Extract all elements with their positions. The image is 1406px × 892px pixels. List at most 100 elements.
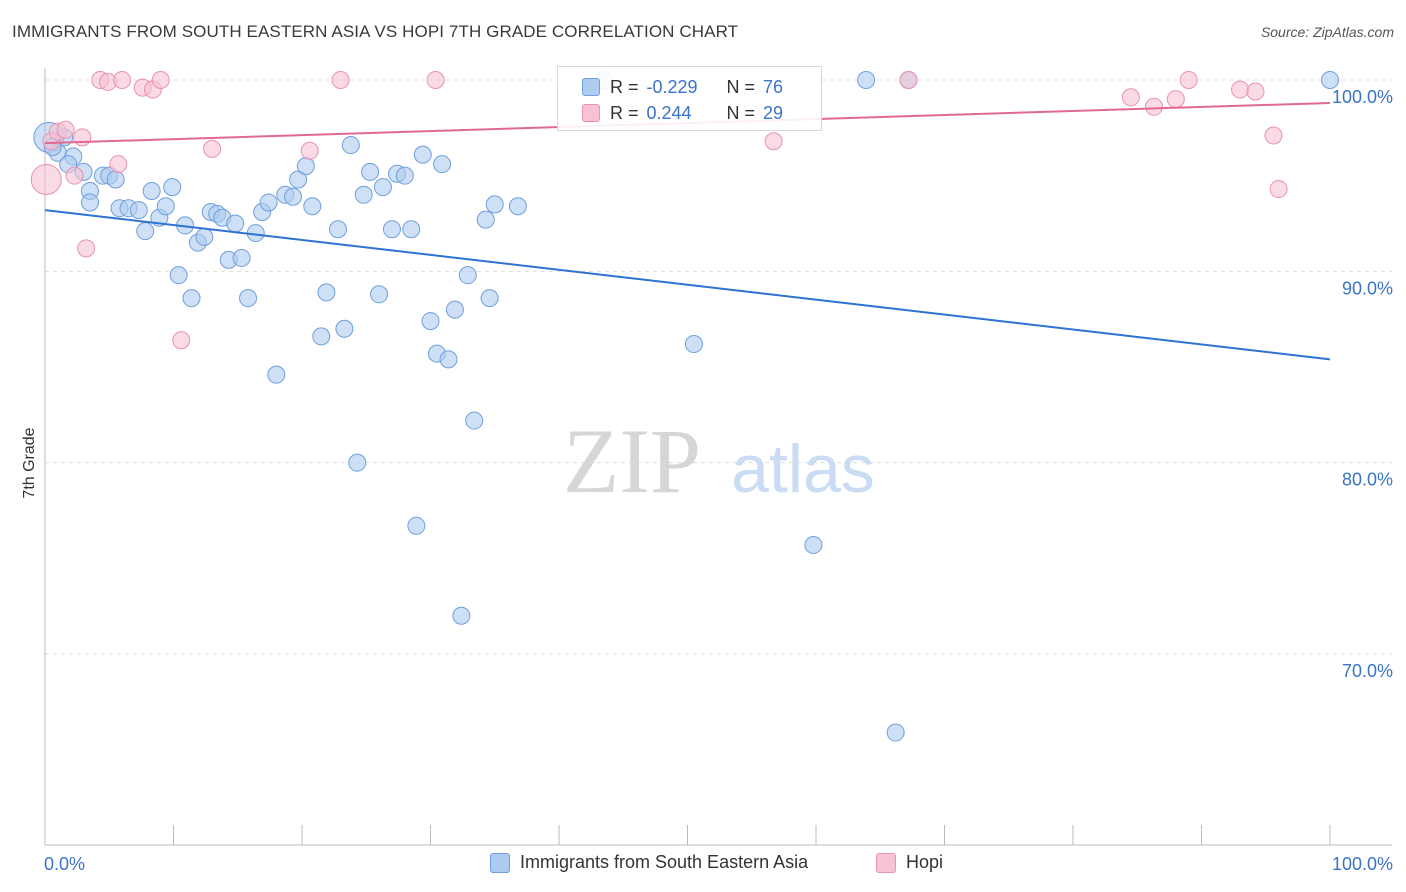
legend-swatch-pink: [582, 104, 600, 122]
hopi-point[interactable]: [764, 132, 783, 151]
legend-r-value: -0.229: [646, 76, 698, 97]
immigrants-point[interactable]: [857, 71, 876, 89]
immigrants-point[interactable]: [303, 197, 322, 216]
hopi-point[interactable]: [65, 166, 84, 185]
immigrants-point[interactable]: [284, 187, 303, 206]
hopi-point[interactable]: [109, 155, 128, 174]
series-hopi-points: [30, 71, 1288, 350]
hopi-point[interactable]: [1179, 71, 1198, 89]
hopi-point[interactable]: [30, 163, 62, 195]
hopi-point[interactable]: [300, 141, 319, 160]
y-tick-label: 90.0%: [1342, 278, 1393, 298]
legend-item-hopi[interactable]: Hopi: [876, 852, 943, 873]
series-immigrants-points: [33, 71, 1339, 742]
immigrants-point[interactable]: [169, 266, 188, 285]
immigrants-point[interactable]: [361, 162, 380, 181]
axes: [44, 68, 1392, 846]
immigrants-point[interactable]: [402, 220, 421, 239]
hopi-point[interactable]: [172, 331, 191, 350]
hopi-point[interactable]: [1231, 80, 1250, 99]
hopi-point[interactable]: [1166, 90, 1185, 109]
immigrants-point[interactable]: [508, 197, 527, 216]
immigrants-point[interactable]: [267, 365, 286, 384]
immigrants-point[interactable]: [445, 300, 464, 319]
legend-r-label: R =: [610, 76, 639, 97]
hopi-point[interactable]: [1264, 126, 1283, 145]
x-tick-label-max: 100.0%: [1332, 854, 1393, 874]
hopi-point[interactable]: [77, 239, 96, 258]
immigrants-point[interactable]: [370, 285, 389, 304]
immigrants-point[interactable]: [289, 170, 308, 189]
series-legend: Immigrants from South Eastern Asia Hopi: [0, 852, 1406, 876]
immigrants-point[interactable]: [804, 535, 823, 554]
immigrants-point[interactable]: [480, 289, 499, 308]
immigrants-point[interactable]: [129, 201, 148, 220]
immigrants-point[interactable]: [354, 185, 373, 204]
legend-item-immigrants[interactable]: Immigrants from South Eastern Asia: [490, 852, 808, 873]
source-note: Source: ZipAtlas.com: [1260, 24, 1394, 40]
immigrants-point[interactable]: [335, 319, 354, 338]
immigrants-point[interactable]: [433, 155, 452, 174]
hopi-point[interactable]: [73, 128, 92, 147]
hopi-point[interactable]: [151, 71, 170, 89]
immigrants-point[interactable]: [328, 220, 347, 239]
immigrants-point[interactable]: [1321, 71, 1339, 89]
immigrants-point[interactable]: [341, 136, 360, 155]
immigrants-point[interactable]: [317, 283, 336, 302]
immigrants-point[interactable]: [476, 210, 495, 229]
immigrants-point[interactable]: [348, 453, 367, 472]
immigrants-point[interactable]: [142, 181, 161, 200]
legend-label-hopi: Hopi: [906, 852, 944, 872]
legend-n-value: 76: [763, 76, 784, 97]
immigrants-point[interactable]: [413, 145, 432, 164]
immigrants-point[interactable]: [182, 289, 201, 308]
immigrants-point[interactable]: [382, 220, 401, 239]
legend-swatch-pink: [876, 852, 896, 873]
hopi-point[interactable]: [1246, 82, 1265, 101]
immigrants-point[interactable]: [485, 195, 504, 214]
immigrants-point[interactable]: [312, 327, 331, 346]
legend-row-hopi: R = 0.244 N = 29: [582, 101, 783, 125]
tick-labels: 70.0% 80.0% 90.0% 100.0% 0.0% 100.0%: [44, 87, 1393, 874]
gridlines: [45, 79, 1392, 655]
immigrants-point[interactable]: [458, 266, 477, 285]
immigrants-point[interactable]: [439, 350, 458, 369]
hopi-point[interactable]: [426, 71, 445, 89]
immigrants-point[interactable]: [684, 335, 703, 354]
immigrants-point[interactable]: [136, 222, 155, 241]
legend-r-label: R =: [610, 102, 639, 123]
legend-n-label: N =: [726, 76, 756, 97]
hopi-point[interactable]: [1269, 180, 1288, 199]
immigrants-point[interactable]: [886, 723, 905, 742]
hopi-point[interactable]: [1144, 97, 1163, 116]
immigrants-point[interactable]: [407, 516, 426, 535]
immigrants-point[interactable]: [239, 289, 258, 308]
immigrants-point[interactable]: [226, 214, 245, 233]
legend-n-value: 29: [763, 102, 784, 123]
y-axis-label: 7th Grade: [21, 427, 38, 498]
watermark-zip: ZIP: [563, 410, 701, 512]
immigrants-point[interactable]: [296, 157, 315, 176]
legend-swatch-blue: [582, 78, 600, 96]
immigrants-point[interactable]: [232, 248, 251, 267]
hopi-point[interactable]: [56, 120, 75, 139]
immigrants-point[interactable]: [80, 193, 99, 212]
immigrants-point[interactable]: [421, 312, 440, 331]
hopi-point[interactable]: [899, 71, 918, 89]
hopi-point[interactable]: [1121, 88, 1140, 107]
immigrants-point[interactable]: [106, 170, 125, 189]
y-tick-label: 70.0%: [1342, 661, 1393, 681]
hopi-point[interactable]: [331, 71, 350, 89]
immigrants-point[interactable]: [156, 197, 175, 216]
immigrants-point[interactable]: [452, 606, 471, 625]
hopi-point[interactable]: [113, 71, 132, 89]
immigrants-point[interactable]: [373, 178, 392, 197]
watermark-atlas: atlas: [731, 431, 875, 507]
immigrants-point[interactable]: [465, 411, 484, 430]
immigrants-point[interactable]: [395, 166, 414, 185]
immigrants-point[interactable]: [259, 193, 278, 212]
legend-label-immigrants: Immigrants from South Eastern Asia: [520, 852, 809, 872]
immigrants-point[interactable]: [195, 227, 214, 246]
hopi-point[interactable]: [203, 139, 222, 158]
immigrants-point[interactable]: [163, 178, 182, 197]
